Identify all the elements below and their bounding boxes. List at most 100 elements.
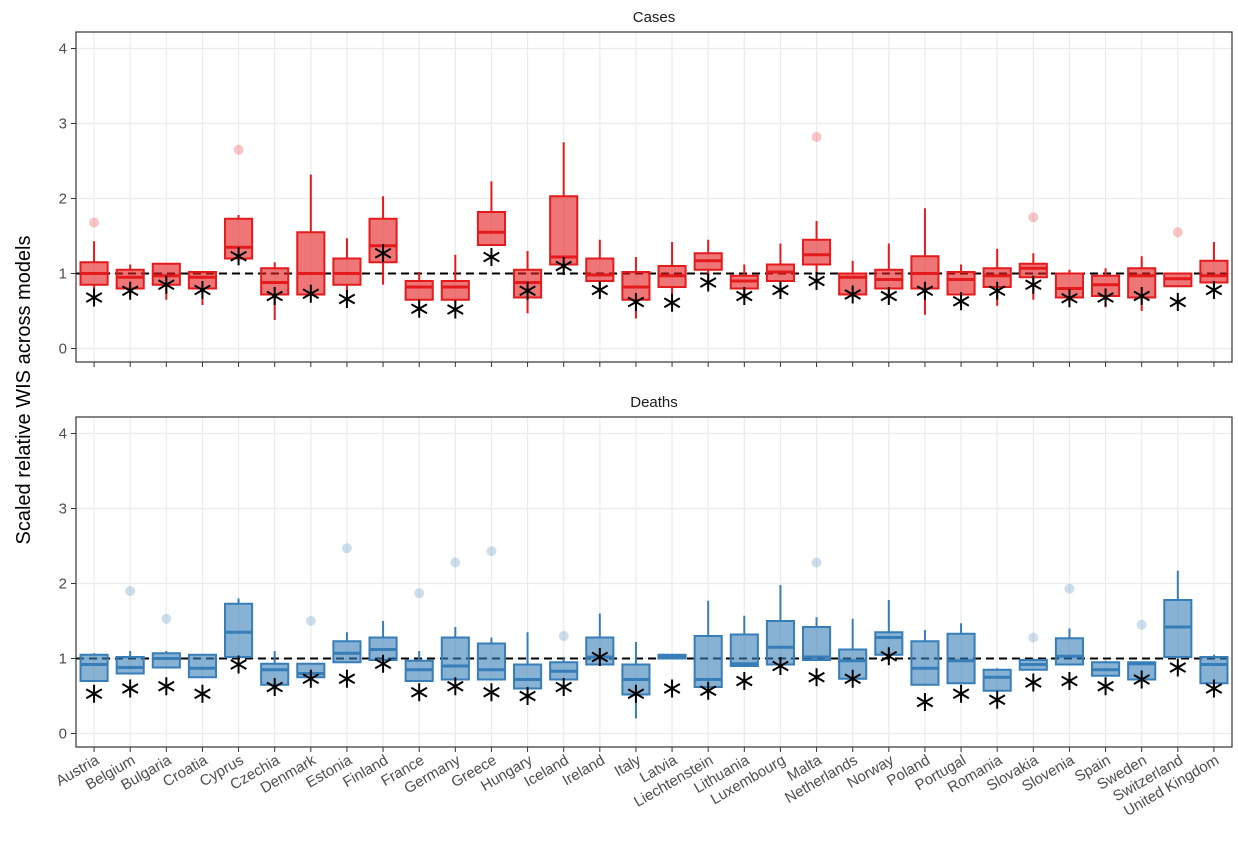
- point-marker: [266, 678, 283, 696]
- box: [729, 633, 759, 667]
- point-marker: [663, 293, 681, 312]
- point-marker: [338, 290, 356, 308]
- outlier: [125, 586, 136, 596]
- outlier: [558, 631, 569, 641]
- point-marker: [591, 281, 609, 299]
- box: [982, 668, 1012, 692]
- point-marker: [121, 281, 139, 300]
- box: [187, 653, 217, 679]
- point-marker: [591, 648, 609, 666]
- y-tick-label: 2: [59, 576, 67, 593]
- point-marker: [158, 275, 175, 294]
- point-marker: [1133, 670, 1150, 689]
- box: [585, 257, 615, 282]
- box: [404, 280, 434, 301]
- point-marker: [555, 678, 572, 696]
- outlier: [341, 543, 352, 554]
- point-marker: [952, 292, 970, 311]
- point-marker: [266, 287, 283, 305]
- point-marker: [302, 669, 320, 688]
- point-marker: [1061, 672, 1078, 690]
- point-marker: [916, 693, 934, 711]
- point-marker: [772, 281, 789, 299]
- point-marker: [772, 657, 789, 675]
- box: [910, 640, 940, 686]
- box: [1199, 259, 1229, 284]
- box: [224, 602, 254, 658]
- point-marker: [627, 293, 645, 311]
- point-marker: [1061, 289, 1078, 308]
- outlier: [1064, 583, 1075, 594]
- point-marker: [85, 684, 103, 703]
- point-marker: [844, 285, 861, 304]
- outlier: [1172, 227, 1183, 238]
- outlier: [1028, 632, 1039, 643]
- y-tick-label: 3: [59, 116, 67, 133]
- point-marker: [1097, 288, 1114, 307]
- point-marker: [988, 281, 1006, 300]
- box: [79, 653, 109, 682]
- panel-border: [75, 416, 1233, 748]
- point-marker: [158, 677, 175, 696]
- point-marker: [952, 684, 970, 703]
- outlier: [811, 132, 822, 142]
- box: [476, 211, 506, 246]
- outlier: [233, 144, 244, 155]
- box: [802, 626, 832, 661]
- point-marker: [916, 281, 934, 300]
- y-tick-label: 1: [59, 651, 67, 668]
- point-marker: [85, 288, 103, 307]
- point-marker: [627, 684, 645, 703]
- y-tick-label: 4: [59, 41, 67, 58]
- point-marker: [483, 683, 500, 702]
- y-tick-label: 3: [59, 501, 67, 518]
- point-marker: [736, 672, 753, 690]
- point-marker: [663, 679, 681, 698]
- point-marker: [338, 669, 356, 688]
- box: [802, 238, 832, 266]
- box: [946, 271, 976, 296]
- facet-title: Deaths: [630, 394, 678, 411]
- point-marker: [1169, 658, 1187, 677]
- box: [440, 636, 470, 681]
- point-marker: [374, 654, 392, 673]
- y-tick-label: 2: [59, 191, 67, 208]
- point-marker: [808, 272, 825, 290]
- point-marker: [302, 284, 320, 303]
- point-marker: [808, 668, 825, 687]
- point-marker: [844, 669, 861, 688]
- point-marker: [121, 679, 139, 698]
- point-marker: [880, 287, 898, 305]
- outlier: [161, 613, 172, 624]
- point-marker: [194, 684, 211, 703]
- point-marker: [699, 273, 717, 292]
- point-marker: [483, 248, 500, 266]
- point-marker: [736, 287, 753, 305]
- box: [513, 663, 543, 690]
- outlier: [811, 557, 822, 568]
- y-tick-label: 4: [59, 426, 67, 443]
- point-marker: [1025, 275, 1042, 294]
- outlier: [305, 616, 316, 626]
- box: [549, 195, 579, 266]
- outlier: [1028, 212, 1039, 223]
- box: [1054, 637, 1084, 666]
- point-marker: [410, 299, 428, 318]
- facet-title: Cases: [633, 9, 676, 26]
- point-marker: [447, 300, 464, 319]
- point-marker: [1205, 679, 1223, 698]
- point-marker: [230, 247, 247, 266]
- point-marker: [988, 690, 1006, 709]
- box: [440, 280, 470, 301]
- point-marker: [1097, 677, 1114, 696]
- y-axis-label: Scaled relative WIS across models: [13, 235, 35, 544]
- outlier: [450, 557, 461, 568]
- box: [476, 642, 506, 681]
- point-marker: [555, 257, 572, 275]
- panel-border: [75, 31, 1233, 363]
- point-marker: [1025, 673, 1042, 692]
- box: [115, 656, 145, 675]
- point-marker: [519, 687, 536, 705]
